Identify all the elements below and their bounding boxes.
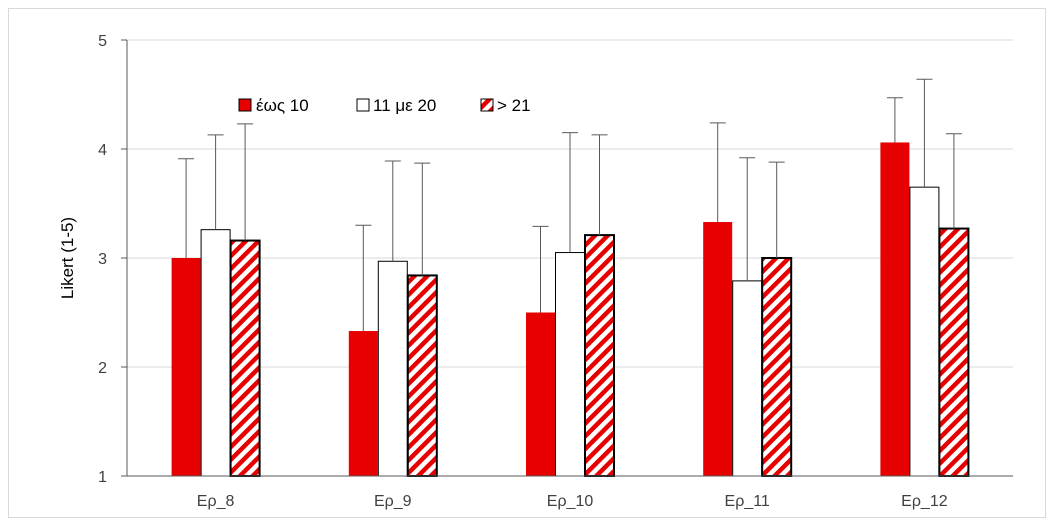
bar [880,142,910,476]
bar [200,229,231,477]
bar [732,280,763,477]
x-tick-label: Ερ_8 [197,493,235,510]
tick-labels: 1 2 3 4 5 Ερ_8 Ερ_9 Ερ_10 Ερ_11 Ερ_12 [98,33,948,510]
x-tick-label: Ερ_9 [374,493,412,510]
bar [348,331,378,476]
x-tick-label: Ερ_10 [547,493,594,510]
legend: έως 10 11 με 20 > 21 [238,96,531,115]
bar [406,274,438,477]
y-tick-label: 1 [98,469,107,486]
bar [909,186,940,477]
legend-label-series-2: 11 με 20 [373,96,436,115]
bar [584,234,615,477]
y-tick-label: 2 [98,360,107,377]
bar [171,258,201,476]
bar [938,227,970,477]
bar [377,260,408,477]
legend-label-series-1: έως 10 [256,96,309,115]
x-tick-label: Ερ_12 [901,493,948,510]
bars [171,142,970,477]
error-bars [178,78,962,332]
y-axis-label: Likert (1-5) [58,217,77,299]
bar [229,239,261,477]
x-tick-label: Ερ_11 [725,493,770,510]
y-tick-label: 4 [98,142,107,159]
legend-label-series-3: > 21 [497,96,531,115]
bar [761,257,793,477]
y-tick-label: 5 [98,33,107,50]
axes [121,39,1013,477]
bar [703,222,733,476]
legend-swatch-series-1 [238,98,252,112]
legend-swatch-series-2 [356,98,370,112]
bar [526,312,555,476]
bar [555,252,585,477]
y-tick-label: 3 [98,251,107,268]
legend-swatch-series-3 [480,98,494,112]
